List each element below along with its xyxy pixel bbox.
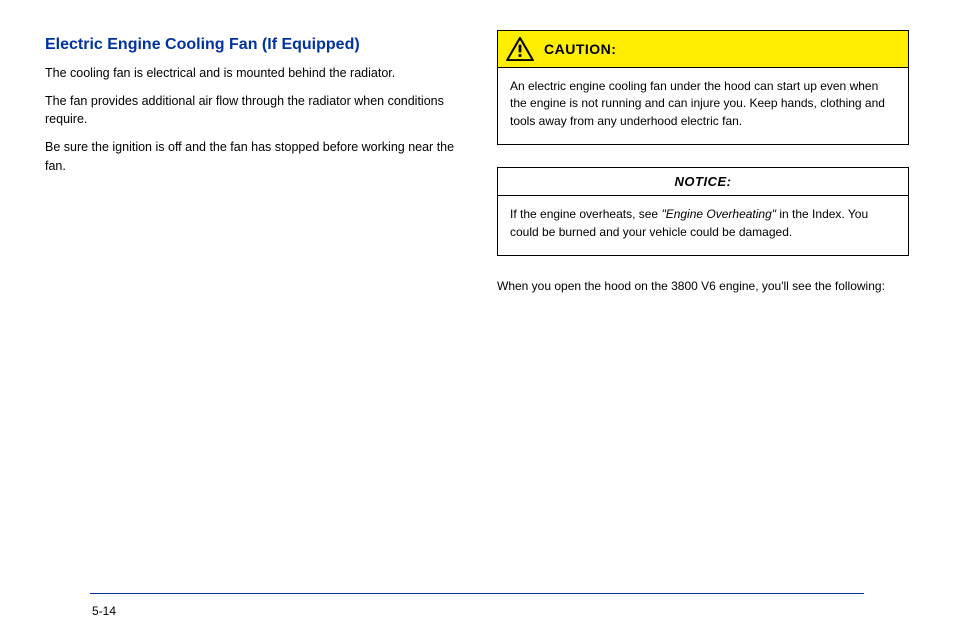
trailing-paragraph: When you open the hood on the 3800 V6 en… (497, 278, 909, 295)
body-paragraph: Be sure the ignition is off and the fan … (45, 138, 457, 174)
page-container: Electric Engine Cooling Fan (If Equipped… (0, 0, 954, 636)
notice-title: NOTICE: (675, 174, 732, 189)
section-heading: Electric Engine Cooling Fan (If Equipped… (45, 36, 457, 54)
warning-triangle-icon (506, 37, 534, 61)
notice-callout: NOTICE: If the engine overheats, see "En… (497, 167, 909, 256)
notice-body-link: "Engine Overheating" (661, 207, 776, 221)
caution-body: An electric engine cooling fan under the… (498, 68, 908, 144)
right-column: CAUTION: An electric engine cooling fan … (497, 30, 909, 295)
footer-rule (90, 593, 864, 594)
notice-body-prefix: If the engine overheats, see (510, 207, 661, 221)
notice-header: NOTICE: (498, 168, 908, 196)
body-paragraph: The cooling fan is electrical and is mou… (45, 64, 457, 82)
notice-body: If the engine overheats, see "Engine Ove… (498, 196, 908, 255)
caution-title: CAUTION: (544, 41, 616, 57)
body-paragraph: The fan provides additional air flow thr… (45, 92, 457, 128)
caution-callout: CAUTION: An electric engine cooling fan … (497, 30, 909, 145)
left-column: Electric Engine Cooling Fan (If Equipped… (45, 30, 457, 295)
page-number: 5-14 (92, 604, 116, 618)
caution-header: CAUTION: (498, 31, 908, 68)
two-column-layout: Electric Engine Cooling Fan (If Equipped… (45, 30, 909, 295)
